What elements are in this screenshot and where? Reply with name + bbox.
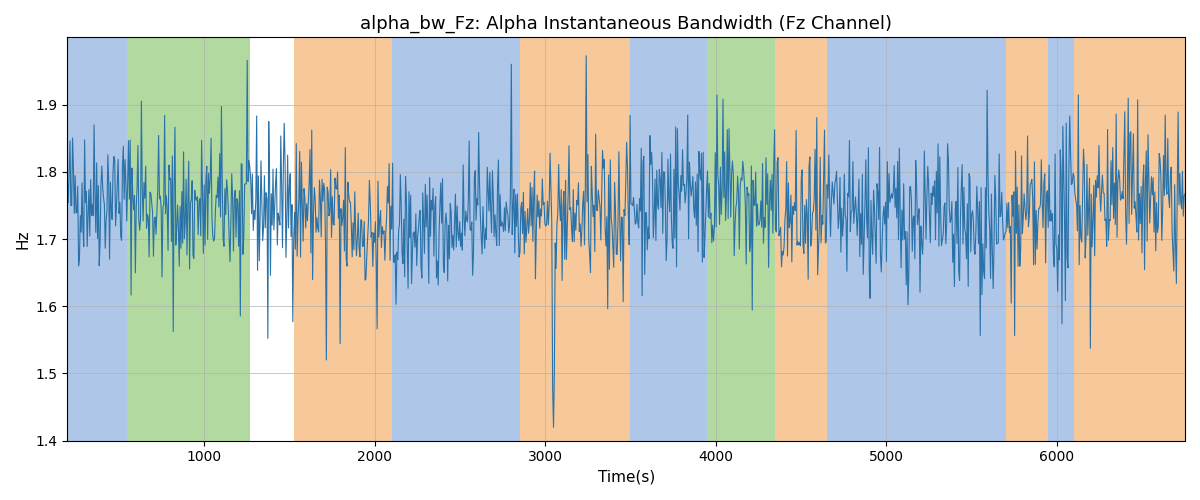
Bar — [682, 38, 707, 440]
Title: alpha_bw_Fz: Alpha Instantaneous Bandwidth (Fz Channel): alpha_bw_Fz: Alpha Instantaneous Bandwid… — [360, 15, 893, 34]
Bar — [294, 38, 391, 440]
Bar — [250, 38, 294, 440]
Bar — [775, 38, 827, 440]
Y-axis label: Hz: Hz — [16, 230, 30, 249]
Bar — [1006, 38, 1049, 440]
Bar — [520, 38, 630, 440]
Bar — [67, 38, 127, 440]
Bar — [1049, 38, 1074, 440]
Bar — [1074, 38, 1186, 440]
X-axis label: Time(s): Time(s) — [598, 470, 655, 485]
Bar — [827, 38, 1006, 440]
Bar — [391, 38, 520, 440]
Bar — [127, 38, 250, 440]
Bar — [630, 38, 682, 440]
Bar — [707, 38, 775, 440]
